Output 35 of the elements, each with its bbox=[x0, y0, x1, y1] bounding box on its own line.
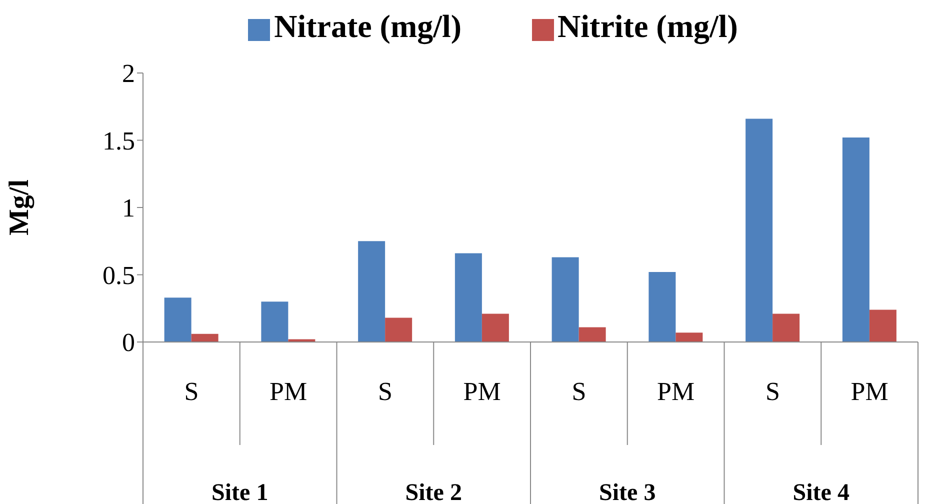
y-tick-label: 1 bbox=[122, 194, 135, 223]
x-tick-label: S bbox=[765, 377, 780, 406]
bar bbox=[676, 332, 703, 342]
bar bbox=[746, 118, 773, 342]
x-tick-label: S bbox=[572, 377, 586, 406]
y-tick-label: 0 bbox=[122, 328, 135, 358]
y-axis-title: Mg/l bbox=[4, 179, 35, 236]
y-tick-label: 1.5 bbox=[102, 126, 135, 156]
x-tick-label: PM bbox=[463, 377, 501, 406]
text: Site 2 bbox=[405, 480, 462, 504]
bar bbox=[191, 334, 218, 342]
bar bbox=[772, 314, 800, 342]
text: Site 4 bbox=[792, 480, 850, 504]
x-tick-label: PM bbox=[850, 377, 888, 406]
bar bbox=[578, 327, 606, 342]
x-tick-label: S bbox=[184, 377, 199, 406]
legend-label: Nitrite (mg/l) bbox=[558, 8, 738, 44]
bar bbox=[261, 302, 288, 342]
bar bbox=[164, 298, 192, 342]
bar bbox=[648, 272, 676, 342]
x-tick-label: S bbox=[378, 377, 392, 406]
bar bbox=[482, 314, 509, 342]
text: Site 3 bbox=[599, 480, 656, 504]
bar bbox=[552, 257, 579, 342]
bar bbox=[842, 138, 870, 342]
x-tick-label: PM bbox=[657, 377, 695, 406]
bar bbox=[358, 241, 386, 342]
x-tick-label: PM bbox=[270, 377, 308, 406]
y-tick-label: 2 bbox=[122, 59, 135, 88]
bar bbox=[454, 253, 482, 342]
text: Site 1 bbox=[212, 480, 268, 504]
legend-label: Nitrate (mg/l) bbox=[274, 8, 462, 44]
bar bbox=[869, 310, 896, 342]
bar bbox=[385, 318, 412, 342]
y-tick-label: 0.5 bbox=[102, 260, 135, 290]
